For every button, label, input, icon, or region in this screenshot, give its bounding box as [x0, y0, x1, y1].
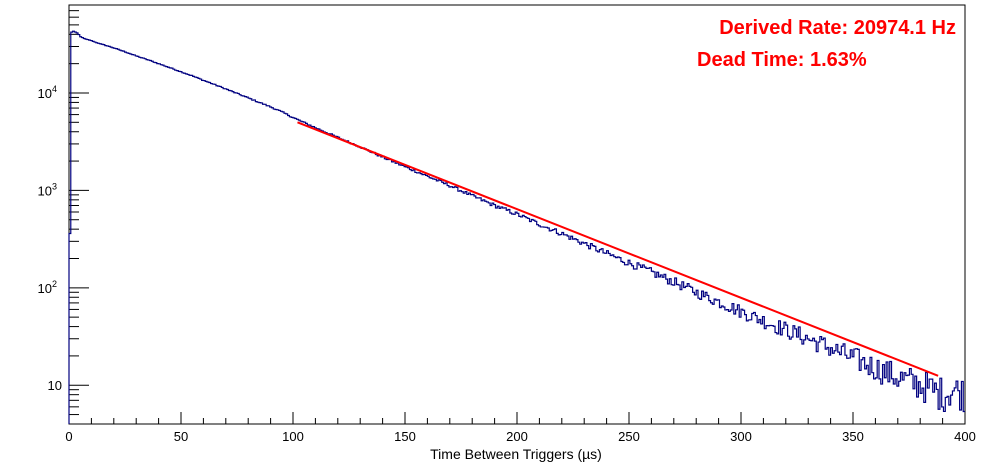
x-tick-label: 250	[618, 429, 640, 444]
x-tick-label: 150	[394, 429, 416, 444]
x-tick-label: 350	[842, 429, 864, 444]
histogram-series	[68, 30, 965, 424]
x-tick-label: 200	[506, 429, 528, 444]
x-tick-label: 100	[282, 429, 304, 444]
y-tick-label: 103	[38, 181, 57, 198]
x-tick-label: 0	[65, 429, 72, 444]
annotation-dead-time: Dead Time: 1.63%	[697, 49, 867, 71]
x-tick-label: 50	[174, 429, 188, 444]
y-tick-label: 10	[48, 378, 62, 393]
y-tick-label: 104	[38, 84, 57, 101]
x-axis-title: Time Between Triggers (µs)	[430, 446, 602, 462]
fit-line	[297, 121, 939, 377]
x-tick-label: 400	[954, 429, 976, 444]
plot-frame	[68, 4, 966, 425]
x-tick-label: 300	[730, 429, 752, 444]
y-tick-label: 102	[38, 279, 57, 296]
annotation-derived-rate: Derived Rate: 20974.1 Hz	[719, 17, 956, 39]
